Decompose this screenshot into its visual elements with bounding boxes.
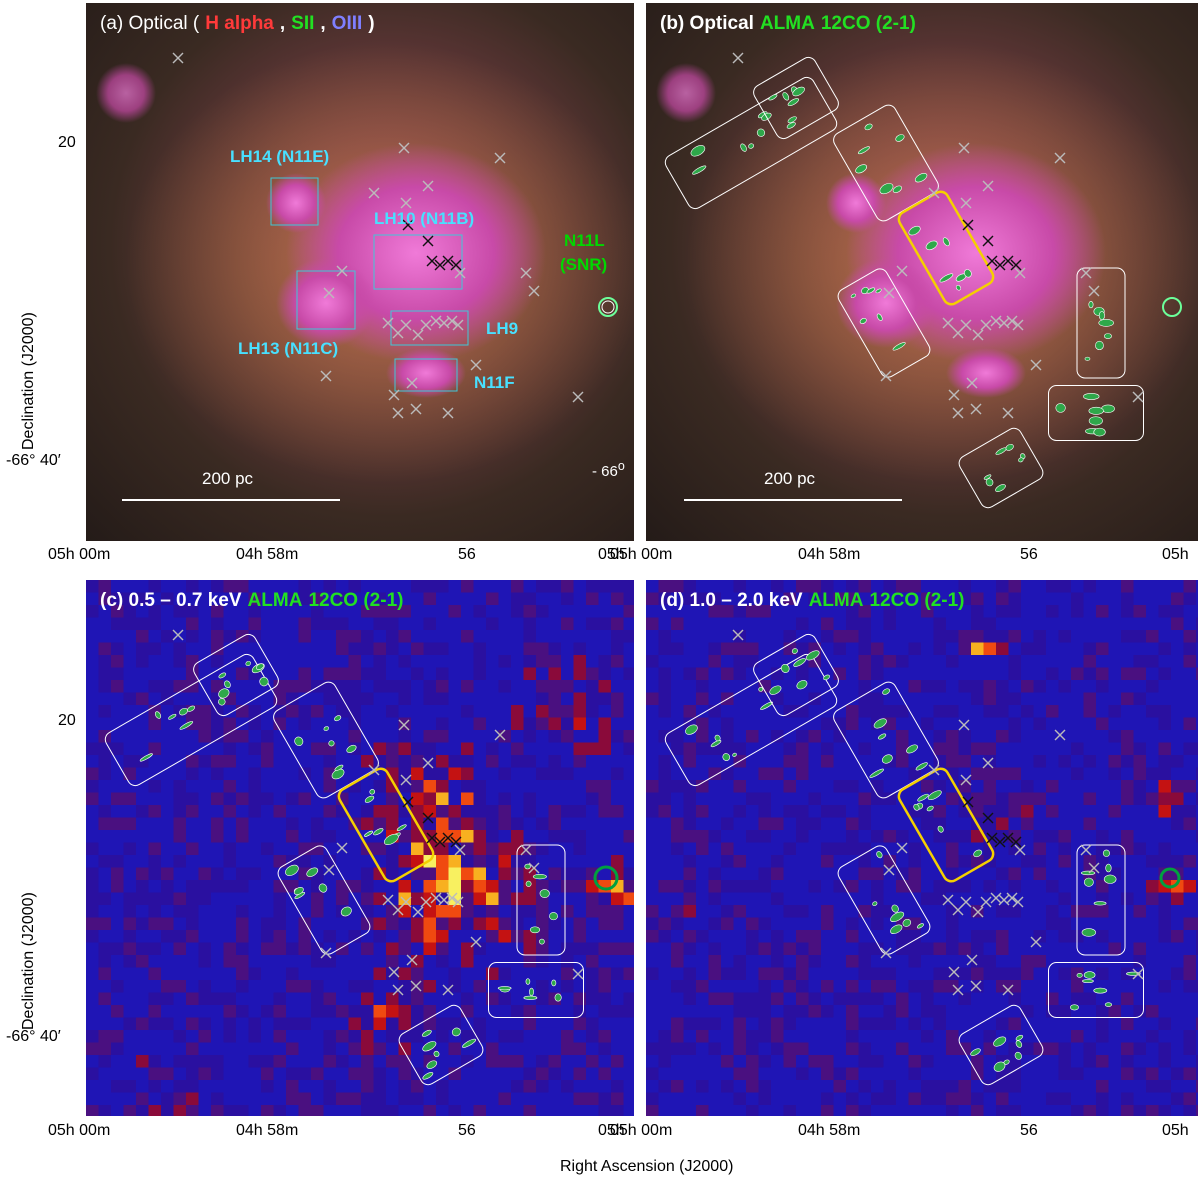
panel-a-title: (a) Optical (H alpha, SII, OIII) xyxy=(100,13,375,34)
star-markers xyxy=(172,52,584,419)
panel-b-optical-alma: (b) Optical ALMA 12CO (2-1) 200 pc xyxy=(646,3,1198,541)
snr-marker xyxy=(1159,867,1181,889)
panel-b-title: (b) Optical ALMA 12CO (2-1) xyxy=(660,13,916,34)
x-tick-a-0458: 04h 58m xyxy=(236,546,299,563)
alma-fields xyxy=(664,56,1144,509)
x-tick-c-0458: 04h 58m xyxy=(236,1122,299,1139)
label-snr-name: N11L xyxy=(564,231,605,250)
y-tick-20-bottom: 20 xyxy=(58,712,76,729)
scale-bar xyxy=(122,499,340,501)
label-lh10: LH10 (N11B) xyxy=(374,209,475,228)
label-lh9: LH9 xyxy=(486,319,519,338)
panel-d-xray-hard: (d) 1.0 – 2.0 keV ALMA 12CO (2-1) xyxy=(646,580,1198,1116)
panel-d-title: (d) 1.0 – 2.0 keV ALMA 12CO (2-1) xyxy=(660,590,965,611)
panel-a-optical: (a) Optical (H alpha, SII, OIII) LH14 (N11… xyxy=(86,3,634,541)
x-tick-a-0500: 05h 00m xyxy=(48,546,111,563)
y-axis-label-bottom: Declination (J2000) xyxy=(20,892,37,1030)
xray-map-soft xyxy=(86,580,634,1116)
scale-label: 200 pc xyxy=(202,469,254,488)
alma-fields xyxy=(664,633,1144,1086)
alma-fields xyxy=(104,633,584,1086)
x-tick-a-05: 05h xyxy=(598,546,625,563)
panel-c-xray-soft: (c) 0.5 – 0.7 keV ALMA 12CO (2-1) xyxy=(86,580,634,1116)
optical-image xyxy=(96,43,634,483)
y-axis-label-top: Declination (J2000) xyxy=(20,312,37,450)
x-tick-d-0458: 04h 58m xyxy=(798,1122,861,1139)
snr-marker xyxy=(593,865,619,891)
x-tick-a-56: 56 xyxy=(458,546,476,563)
snr-marker xyxy=(598,297,618,317)
x-tick-c-56: 56 xyxy=(458,1122,476,1139)
region-box-lh13 xyxy=(296,270,356,330)
region-box-n11f xyxy=(394,358,458,392)
x-tick-d-05: 05h xyxy=(1162,1122,1189,1139)
x-tick-b-56: 56 xyxy=(1020,546,1038,563)
star-markers xyxy=(172,629,584,996)
scale-bar xyxy=(684,499,902,501)
label-n11f: N11F xyxy=(474,373,515,392)
x-tick-d-56: 56 xyxy=(1020,1122,1038,1139)
y-tick-20-top: 20 xyxy=(58,134,76,151)
x-tick-b-0458: 04h 58m xyxy=(798,546,861,563)
star-markers xyxy=(732,52,1144,419)
snr-marker xyxy=(1162,297,1182,317)
scale-label: 200 pc xyxy=(764,469,816,488)
x-tick-c-0500: 05h 00m xyxy=(48,1122,111,1139)
y-tick-66-top: -66° 40′ xyxy=(6,452,61,469)
region-box-lh10 xyxy=(373,234,463,290)
x-tick-c-05: 05h xyxy=(598,1122,625,1139)
label-snr-type: (SNR) xyxy=(560,255,608,274)
label-lh14: LH14 (N11E) xyxy=(230,147,330,166)
star-markers xyxy=(732,629,1144,996)
edge-dec-label: - 66o xyxy=(592,459,625,480)
region-box-lh14 xyxy=(270,177,319,226)
x-tick-d-0500: 05h 00m xyxy=(610,1122,673,1139)
label-lh13: LH13 (N11C) xyxy=(238,339,339,358)
xray-map-hard xyxy=(646,580,1198,1116)
y-tick-66-bottom: -66° 40′ xyxy=(6,1028,61,1045)
x-axis-label: Right Ascension (J2000) xyxy=(560,1158,734,1175)
panel-c-title: (c) 0.5 – 0.7 keV ALMA 12CO (2-1) xyxy=(100,590,404,611)
x-tick-b-0500: 05h 00m xyxy=(610,546,673,563)
x-tick-b-05: 05h xyxy=(1162,546,1189,563)
region-box-lh9 xyxy=(390,310,469,346)
optical-image-with-co xyxy=(656,43,1198,509)
